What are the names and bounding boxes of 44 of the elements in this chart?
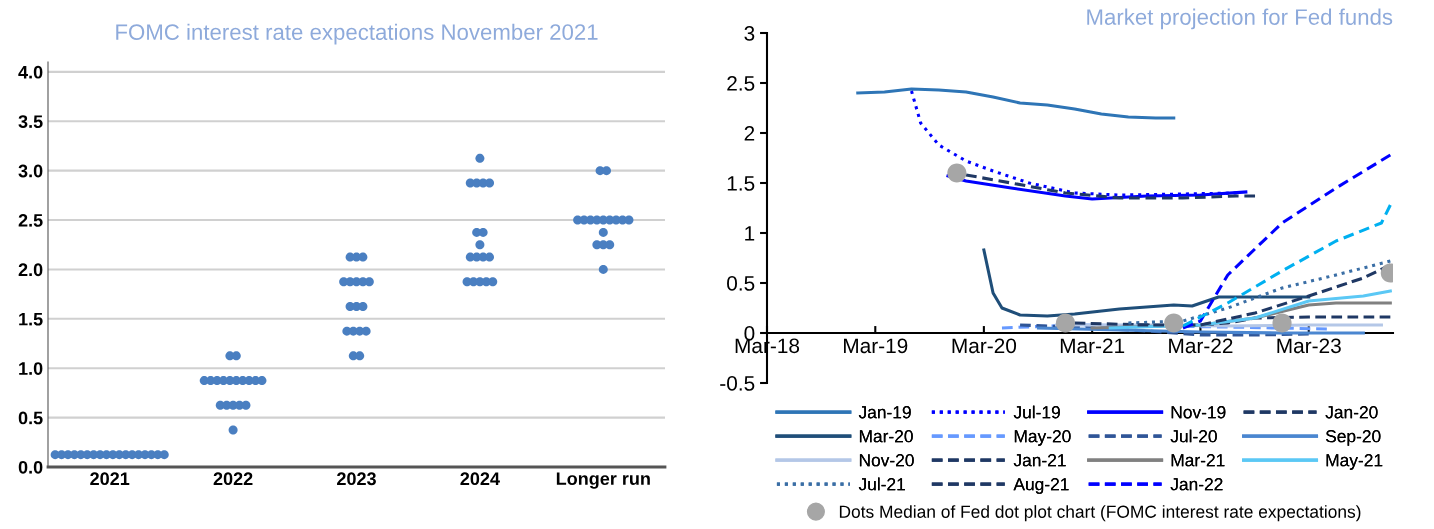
legend-label: Jan-19 <box>858 406 911 419</box>
legend-label: Sep-20 <box>1325 430 1381 446</box>
y-tick-label: 0.5 <box>727 276 755 291</box>
x-tick-label: Mar-20 <box>952 338 1017 354</box>
legend-label: May-21 <box>1326 454 1383 470</box>
x-tick-label: Mar-22 <box>1169 338 1233 354</box>
y-tick-label: 0.5 <box>18 411 43 425</box>
legend-label: Nov-20 <box>859 454 914 467</box>
y-tick-label: -0.5 <box>720 376 755 391</box>
y-tick-label: 2 <box>744 126 755 141</box>
y-tick-label: 1.0 <box>19 362 43 375</box>
y-tick-label: 3.0 <box>18 164 43 178</box>
x-tick-label: 2023 <box>337 472 376 486</box>
y-tick-label: 3.5 <box>18 115 43 129</box>
legend-label: Mar-21 <box>1171 454 1225 467</box>
chart-title: Market projection for Fed funds <box>1087 8 1393 30</box>
legend-label: Mar-20 <box>859 430 913 443</box>
y-tick-label: 1 <box>745 226 755 241</box>
y-tick-label: 1.5 <box>727 176 755 191</box>
y-tick-label: 1.5 <box>19 312 43 326</box>
x-tick-label: 2022 <box>213 472 253 486</box>
legend-label: Aug-21 <box>1013 478 1069 494</box>
x-tick-label: 2024 <box>460 472 500 486</box>
y-tick-label: 2.5 <box>18 213 43 227</box>
y-tick-label: 2.5 <box>727 76 755 91</box>
legend-label: Jan-20 <box>1325 406 1378 419</box>
y-tick-label: 3 <box>744 26 755 41</box>
legend-label: Jul-21 <box>858 477 905 491</box>
legend-label: May-20 <box>1014 430 1071 446</box>
x-tick-label: 2021 <box>90 472 130 486</box>
legend-label: Jan-21 <box>1013 454 1066 467</box>
x-tick-label: Mar-23 <box>1277 338 1341 354</box>
legend-label: Jul-19 <box>1013 405 1060 419</box>
y-tick-label: 4.0 <box>18 65 43 79</box>
x-tick-label: Mar-21 <box>1060 338 1125 354</box>
chart-title: FOMC interest rate expectations November 2021 <box>116 23 598 45</box>
legend-label: Nov-19 <box>1171 406 1226 419</box>
legend-label: Dots Median of Fed dot plot chart (FOMC interest rate expectations) <box>839 505 1361 522</box>
y-tick-label: 2.0 <box>18 263 43 277</box>
y-tick-label: 0.0 <box>18 460 43 474</box>
legend-label: Jul-20 <box>1170 429 1217 443</box>
x-tick-label: Longer run <box>556 472 650 489</box>
x-tick-label: Mar-19 <box>844 338 908 354</box>
legend-label: Jan-22 <box>1170 478 1223 491</box>
